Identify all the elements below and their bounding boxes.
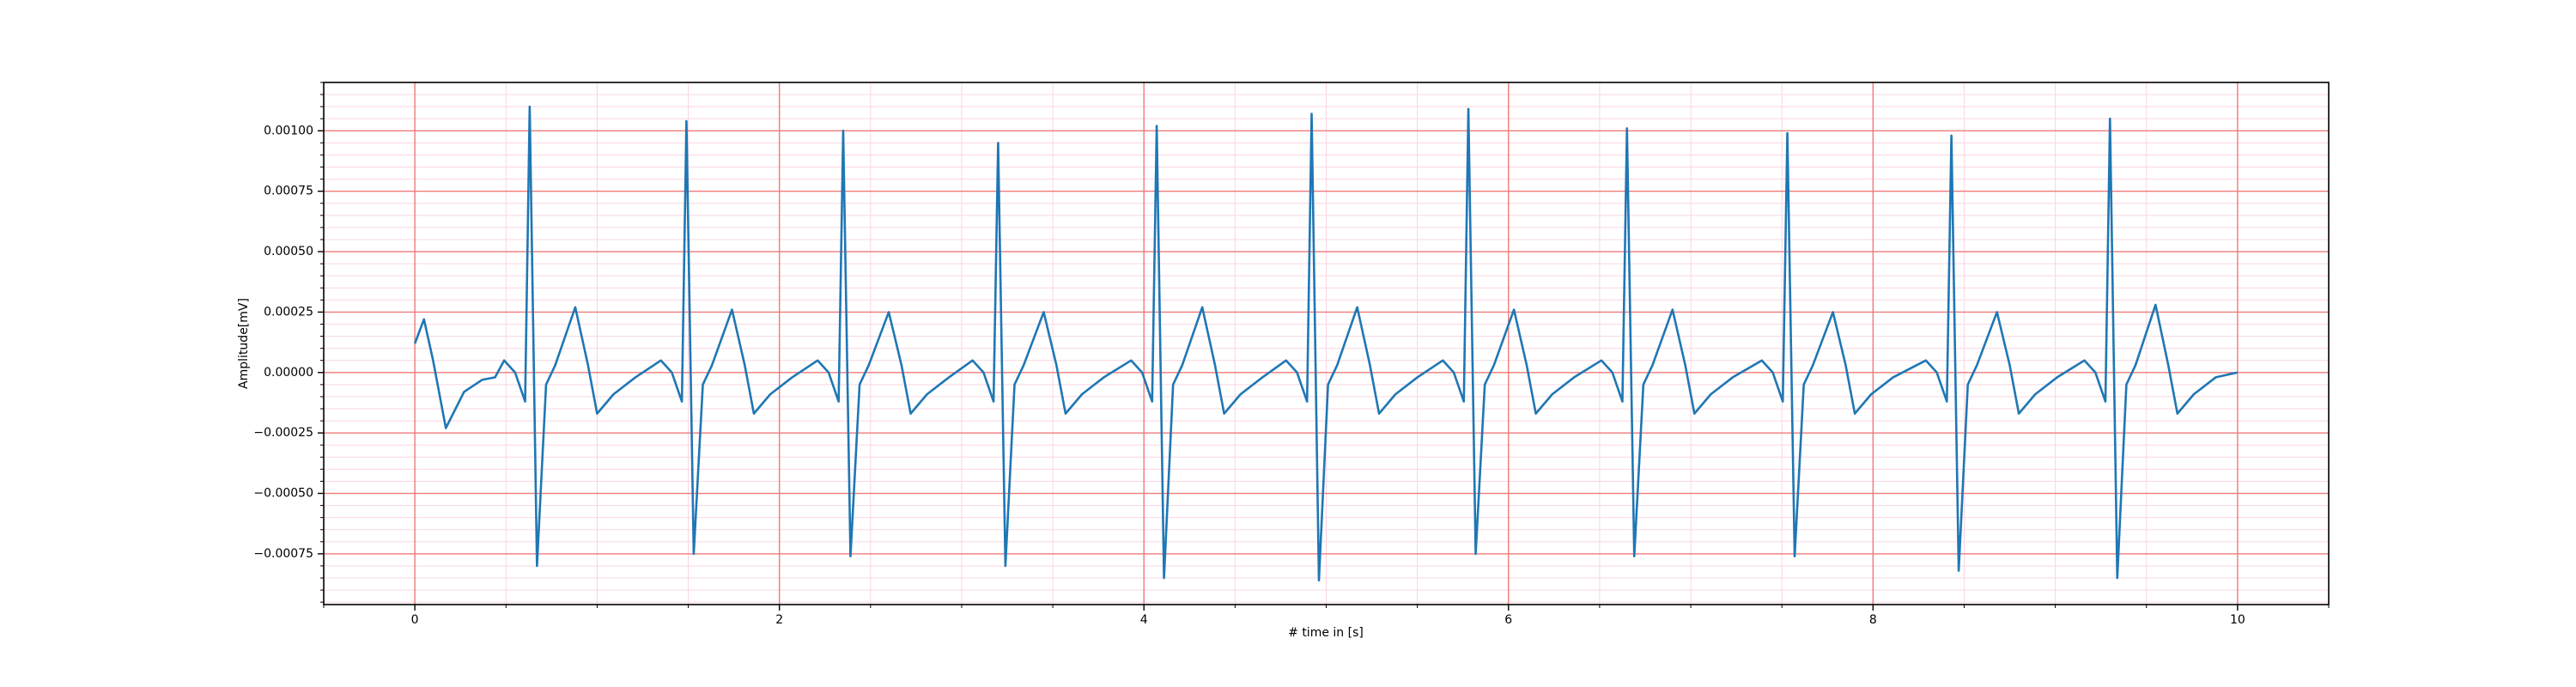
ticks: 0 2 4 6 8 10 −0.00075 −0.00050 −0.00025 0.00000 0.… (253, 82, 2330, 627)
minor-grid (323, 82, 2330, 605)
x-tick-label: 8 (1869, 613, 1877, 627)
y-tick-label: 0.00050 (264, 245, 313, 258)
y-tick-label: −0.00075 (253, 547, 313, 561)
x-tick-label: 0 (411, 613, 419, 627)
x-axis-label: # time in [s] (1288, 626, 1364, 640)
x-tick-label: 2 (775, 613, 783, 627)
x-tick-label: 4 (1140, 613, 1148, 627)
y-axis-label: Amplitude[mV] (237, 298, 251, 389)
plot-area (413, 105, 2239, 582)
line-series (413, 105, 2239, 582)
major-grid (324, 82, 2329, 605)
y-tick-label: −0.00050 (253, 487, 313, 501)
x-tick-label: 6 (1504, 613, 1512, 627)
y-tick-label: 0.00025 (264, 305, 313, 319)
x-tick-label: 10 (2230, 613, 2245, 627)
y-tick-label: −0.00025 (253, 426, 313, 440)
y-tick-label: 0.00075 (264, 185, 313, 198)
y-tick-label: 0.00000 (264, 366, 313, 380)
y-tick-label: 0.00100 (264, 124, 313, 137)
